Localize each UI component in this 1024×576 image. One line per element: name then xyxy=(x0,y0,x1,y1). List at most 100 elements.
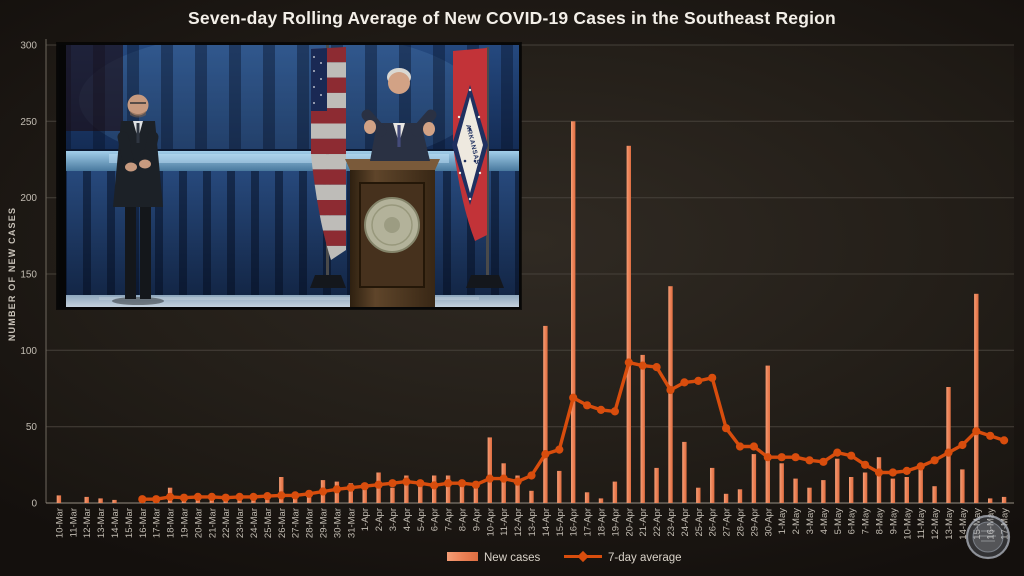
bar-28-Mar xyxy=(306,493,312,503)
bar-27-Mar xyxy=(293,496,298,503)
avg-marker xyxy=(166,492,175,501)
bar-9-May xyxy=(890,478,896,503)
x-tick-label: 4-May xyxy=(819,508,830,535)
avg-marker xyxy=(972,427,981,436)
x-tick-label: 14-Mar xyxy=(110,508,121,538)
tie xyxy=(136,123,140,143)
flag-base xyxy=(310,275,346,288)
flag-base xyxy=(466,275,504,288)
video-left-edge xyxy=(59,45,66,307)
bar-3-May xyxy=(807,487,812,503)
avg-marker xyxy=(263,492,272,501)
bar-1-May xyxy=(779,463,784,503)
bar-20-Apr xyxy=(626,145,631,504)
bar-22-Apr xyxy=(654,467,659,503)
bar-8-Apr xyxy=(459,484,465,503)
avg-marker xyxy=(207,492,216,501)
bar-13-Apr xyxy=(529,490,534,503)
x-tick-label: 16-May xyxy=(986,508,997,540)
avg-marker xyxy=(722,424,731,433)
avg-marker xyxy=(430,481,439,490)
x-tick-label: 21-Mar xyxy=(207,508,218,538)
avg-marker xyxy=(930,456,939,465)
y-tick-label: 0 xyxy=(31,499,37,510)
x-tick-label: 18-Apr xyxy=(597,508,608,537)
x-tick-label: 29-Apr xyxy=(749,508,760,537)
avg-marker xyxy=(610,407,620,416)
bar-7-Apr xyxy=(445,475,451,503)
bar-2-May xyxy=(793,478,798,503)
avg-marker xyxy=(291,491,300,500)
bar-1-Apr xyxy=(362,486,367,503)
avg-marker xyxy=(944,448,953,457)
legend: New cases 7-day average xyxy=(447,550,682,564)
avg-marker xyxy=(513,477,522,486)
x-tick-label: 19-Mar xyxy=(180,508,191,538)
bar-8-May xyxy=(876,457,882,503)
avg-marker xyxy=(318,487,328,496)
avg-marker xyxy=(332,485,341,494)
x-tick-label: 29-Mar xyxy=(319,508,330,538)
watermark-seal xyxy=(965,514,1011,560)
bar-13-Mar xyxy=(98,498,103,503)
bar-9-Apr xyxy=(473,486,479,503)
avg-marker xyxy=(902,466,911,475)
legend-bar-swatch xyxy=(447,552,478,561)
x-tick-label: 10-Apr xyxy=(485,508,496,537)
avg-marker xyxy=(652,363,661,372)
x-tick-label: 9-Apr xyxy=(471,508,482,531)
governor-speaker xyxy=(361,68,437,161)
avg-marker xyxy=(402,477,411,486)
arkansas-flag: ARKANSAS xyxy=(452,47,504,288)
x-tick-label: 15-May xyxy=(972,508,983,540)
x-tick-label: 19-Apr xyxy=(610,508,621,537)
avg-marker xyxy=(179,493,189,502)
x-tick-label: 12-Apr xyxy=(513,508,524,537)
x-tick-label: 31-Mar xyxy=(346,508,357,538)
video-inset[interactable]: ARKANSAS xyxy=(57,43,521,309)
hand xyxy=(364,120,376,134)
avg-marker xyxy=(694,376,703,385)
x-tick-label: 25-Apr xyxy=(694,508,705,537)
avg-marker xyxy=(777,453,786,462)
x-tick-label: 27-Apr xyxy=(722,508,733,537)
x-tick-label: 3-May xyxy=(805,508,816,535)
x-tick-label: 4-Apr xyxy=(402,508,413,531)
avg-marker xyxy=(457,479,467,488)
bar-5-Apr xyxy=(418,486,423,503)
bar-11-May xyxy=(918,464,923,503)
avg-marker xyxy=(833,448,842,457)
diamond-stars xyxy=(463,127,477,163)
x-tick-label: 10-Mar xyxy=(54,508,65,538)
bar-5-May xyxy=(835,458,840,503)
x-tick-label: 1-Apr xyxy=(360,508,371,531)
avg-marker xyxy=(708,373,717,382)
x-tick-label: 30-Mar xyxy=(332,508,343,538)
avg-marker xyxy=(666,385,675,395)
avg-marker xyxy=(888,468,898,477)
avg-marker xyxy=(986,431,995,440)
avg-marker xyxy=(249,492,258,501)
bar-23-Apr xyxy=(668,286,673,503)
avg-marker xyxy=(861,460,870,469)
bar-10-Mar xyxy=(56,495,62,503)
bar-7-May xyxy=(862,472,868,503)
x-tick-label: 12-May xyxy=(930,508,941,540)
avg-marker xyxy=(444,479,453,488)
canton-stars xyxy=(313,56,322,104)
hand xyxy=(423,122,435,136)
x-tick-label: 2-May xyxy=(791,508,802,535)
bar-17-Apr xyxy=(584,492,590,503)
x-tick-label: 3-Apr xyxy=(388,508,399,531)
x-tick-label: 24-Mar xyxy=(249,508,260,538)
legend-line-marker xyxy=(577,550,589,563)
x-tick-label: 28-Apr xyxy=(736,508,747,537)
x-tick-label: 13-May xyxy=(944,508,955,540)
avg-marker xyxy=(638,361,647,370)
bar-15-May xyxy=(974,293,979,503)
avg-marker xyxy=(527,471,536,480)
avg-marker xyxy=(624,358,633,367)
avg-marker xyxy=(819,457,828,466)
x-tick-label: 12-Mar xyxy=(82,508,93,538)
tie xyxy=(397,125,401,147)
